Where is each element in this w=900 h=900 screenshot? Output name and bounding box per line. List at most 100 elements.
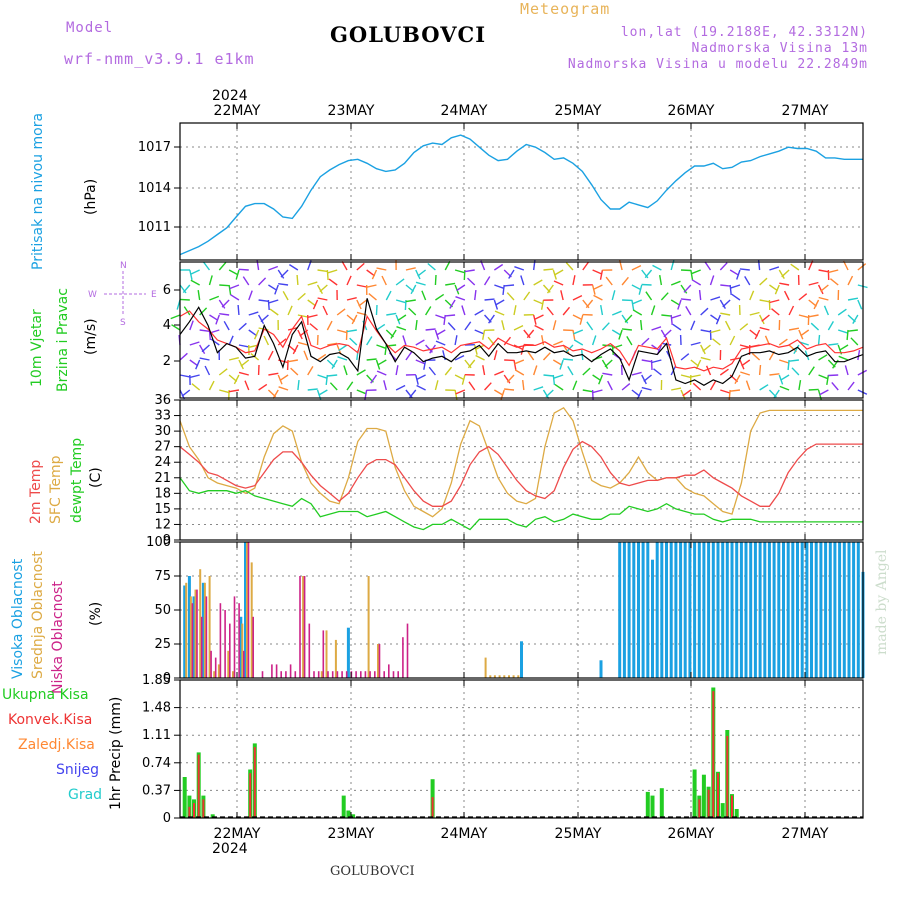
compass-w-label: W xyxy=(88,290,97,300)
wind-barb-582 xyxy=(804,350,810,361)
wind-barb-518 xyxy=(739,344,750,349)
wind-barb-463 xyxy=(672,323,682,331)
wind-barb-413 xyxy=(621,383,631,391)
wind-barb-314 xyxy=(504,388,515,391)
pressure-line xyxy=(179,134,863,256)
wind-barb-625 xyxy=(847,329,858,332)
wind-barb-109 xyxy=(296,274,299,286)
cloud-bar-1-12 xyxy=(250,562,253,678)
wind-barb-227 xyxy=(421,290,427,301)
cloud-bar-2-42 xyxy=(397,671,399,678)
ytick-label-4-2: 0.74 xyxy=(142,756,171,771)
cloud-bar-2-5 xyxy=(214,657,217,678)
wind-barb-427 xyxy=(640,320,643,331)
wind-barb-256 xyxy=(447,322,456,331)
wind-barb-100 xyxy=(278,283,289,286)
precip-bar-1-3 xyxy=(202,799,205,818)
wind-barb-180 xyxy=(371,269,378,280)
wind-barb-513 xyxy=(736,269,741,280)
wind-barb-24 xyxy=(195,359,201,370)
wind-barb-623 xyxy=(857,299,863,310)
precip-bar-1-7 xyxy=(698,799,701,818)
wind-barb-571 xyxy=(798,329,804,340)
wind-barb-319 xyxy=(523,329,531,339)
wind-barb-485 xyxy=(692,382,702,391)
ytick-label-0-0: 1011 xyxy=(138,220,171,235)
wind-barb-406 xyxy=(621,276,629,286)
wind-barb-353 xyxy=(560,290,564,301)
wind-barb-436 xyxy=(651,326,662,331)
wind-barb-23 xyxy=(199,344,206,355)
wind-barb-520 xyxy=(734,374,741,385)
wind-barb-84 xyxy=(260,314,269,323)
wind-barb-596 xyxy=(818,296,829,301)
wind-barb-557 xyxy=(773,389,780,399)
wind-barb-187 xyxy=(370,374,378,384)
wind-barb-328 xyxy=(526,329,535,339)
wind-barb-586 xyxy=(817,284,824,295)
wind-barb-307 xyxy=(504,284,515,287)
cloud-bar-0-6 xyxy=(346,627,350,678)
wind-barb-532 xyxy=(759,277,768,286)
wind-barb-561 xyxy=(788,305,795,316)
wind-barb-617 xyxy=(839,344,849,351)
wind-barb-592 xyxy=(818,374,829,380)
wind-barb-128 xyxy=(312,299,319,310)
ytick-label-2-4: 21 xyxy=(154,471,171,486)
wind-barb-54 xyxy=(235,269,240,280)
compass-e-label: E xyxy=(151,290,157,300)
date-label-top-3: 25MAY xyxy=(555,103,602,119)
cloud-bar-2-39 xyxy=(383,671,385,678)
model-name: wrf-nmm_v3.9.1 e1km xyxy=(64,50,255,68)
wind-barb-377 xyxy=(582,389,593,393)
wind-barb-138 xyxy=(322,305,328,316)
wind-barb-258 xyxy=(454,354,465,361)
wind-barb-280 xyxy=(483,276,491,286)
cloud-bar-1-9 xyxy=(232,671,234,678)
cloud-bar-1-3 xyxy=(199,569,202,678)
wind-barb-385 xyxy=(592,374,602,382)
wind-barb-167 xyxy=(349,337,358,346)
ytick-label-2-1: 12 xyxy=(154,517,171,532)
date-label-bottom-2: 24MAY xyxy=(441,826,488,842)
cloud-bar-0-41 xyxy=(767,542,771,678)
wind-barb-150 xyxy=(331,359,338,369)
cloud-bar-0-42 xyxy=(772,542,776,678)
cloud-bar-2-6 xyxy=(219,603,222,678)
wind-barb-278 xyxy=(468,381,476,391)
wind-barb-570 xyxy=(798,314,809,319)
panel-frame-precip xyxy=(179,679,864,819)
cloud-bar-2-17 xyxy=(280,671,282,678)
wind-barb-192 xyxy=(386,312,397,316)
wind-barb-591 xyxy=(818,354,828,361)
cloud-bar-2-35 xyxy=(364,671,367,678)
wind-barb-276 xyxy=(467,359,476,369)
cloud-bar-1-10 xyxy=(241,623,244,678)
wind-barb-291 xyxy=(488,314,495,324)
wind-barb-494 xyxy=(709,380,717,391)
wind-barb-389 xyxy=(593,294,603,301)
wind-barb-479 xyxy=(698,290,702,301)
wind-barb-514 xyxy=(730,284,741,289)
wind-barb-349 xyxy=(552,374,556,385)
cloud-bar-0-46 xyxy=(791,542,795,678)
cloud-bar-0-40 xyxy=(763,542,767,678)
wind-barb-628 xyxy=(857,369,868,376)
cloud-bar-2-33 xyxy=(355,671,357,678)
wind-barb-7 xyxy=(179,374,190,378)
cloud-bar-0-12 xyxy=(632,542,636,678)
wind-barb-209 xyxy=(404,299,407,311)
wind-barb-505 xyxy=(729,284,732,295)
wind-barb-21 xyxy=(199,307,208,316)
cloud-bar-1-0 xyxy=(185,582,188,678)
wind-barb-543 xyxy=(761,314,770,322)
wind-barb-229 xyxy=(425,328,436,331)
precip-bar-0-12 xyxy=(645,791,650,818)
wind-barb-382 xyxy=(586,321,594,331)
wind-barb-48 xyxy=(219,313,230,316)
wind-barb-163 xyxy=(356,284,367,288)
watermark: made by Angel xyxy=(874,549,890,655)
wind-barb-488 xyxy=(710,296,721,301)
wind-barb-225 xyxy=(417,269,427,277)
cloud-bar-2-11 xyxy=(243,650,245,678)
